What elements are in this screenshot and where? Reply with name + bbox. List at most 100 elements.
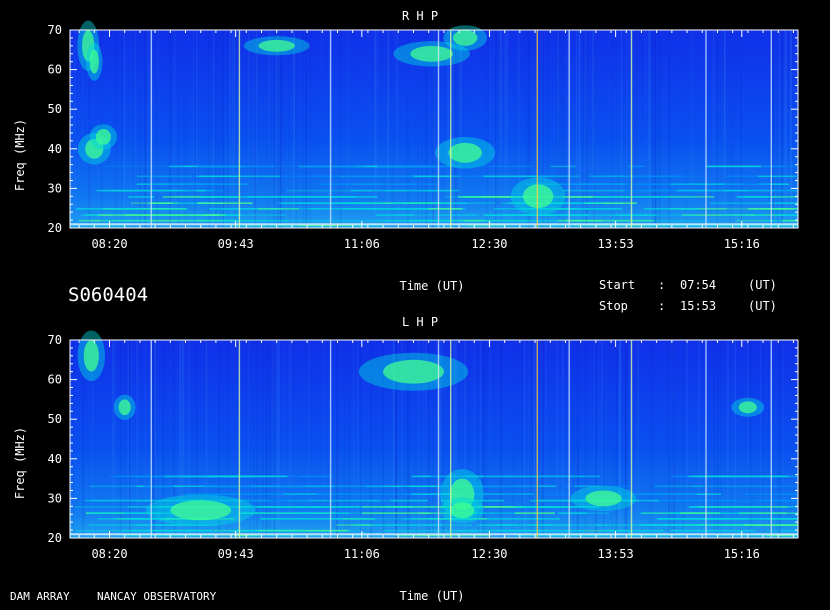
noise-streak — [626, 340, 628, 538]
y-tick-label: 30 — [48, 181, 62, 195]
noise-streak — [112, 340, 114, 538]
interference-band — [567, 224, 651, 227]
vertical-line — [568, 30, 570, 228]
noise-streak — [528, 30, 531, 228]
noise-streak — [271, 30, 273, 228]
noise-streak — [425, 30, 427, 228]
noise-streak — [610, 30, 613, 228]
interference-band — [488, 512, 520, 514]
noise-streak — [274, 340, 276, 538]
interference-band — [748, 208, 793, 210]
interference-band — [419, 475, 508, 478]
interference-band — [358, 518, 407, 520]
interference-band — [759, 512, 798, 514]
stop-label: Stop — [599, 299, 628, 313]
noise-streak — [215, 30, 217, 228]
interference-band — [354, 493, 441, 495]
noise-streak — [468, 340, 470, 538]
interference-band — [102, 165, 185, 168]
noise-streak — [500, 30, 502, 228]
interference-band — [136, 485, 237, 488]
interference-band — [458, 196, 532, 198]
interference-band — [175, 219, 230, 222]
noise-streak — [248, 30, 250, 228]
interference-band — [720, 214, 765, 216]
noise-streak — [609, 30, 611, 228]
interference-band — [670, 529, 755, 532]
noise-streak — [367, 30, 369, 228]
noise-streak — [289, 340, 292, 538]
interference-band — [204, 499, 310, 502]
noise-streak — [592, 30, 595, 228]
interference-band — [378, 219, 451, 222]
noise-streak — [227, 340, 229, 538]
interference-band — [610, 214, 696, 216]
noise-streak — [777, 30, 779, 228]
interference-band — [128, 196, 155, 198]
x-tick-label: 15:16 — [724, 547, 760, 561]
noise-streak — [422, 340, 425, 538]
interference-band — [638, 524, 683, 526]
noise-streak — [529, 340, 532, 538]
vertical-line — [150, 30, 152, 228]
interference-band — [126, 534, 213, 537]
noise-streak — [452, 340, 454, 538]
noise-streak — [651, 340, 653, 538]
interference-band — [292, 534, 330, 537]
interference-band — [299, 224, 340, 227]
interference-band — [401, 534, 492, 537]
noise-streak — [578, 30, 581, 228]
interference-band — [257, 529, 347, 532]
vertical-line — [437, 340, 440, 538]
noise-streak — [748, 340, 751, 538]
noise-streak — [458, 30, 461, 228]
noise-streak — [131, 340, 133, 538]
interference-band — [350, 189, 410, 192]
interference-band — [472, 202, 496, 204]
interference-band — [301, 512, 350, 514]
interference-band — [88, 512, 160, 514]
noise-streak — [559, 30, 561, 228]
interference-band — [774, 189, 798, 192]
interference-band — [681, 189, 785, 192]
interference-band — [165, 475, 234, 478]
noise-streak — [447, 30, 449, 228]
noise-streak — [270, 30, 271, 228]
interference-band — [92, 499, 155, 502]
noise-streak — [255, 30, 258, 228]
noise-streak — [734, 340, 736, 538]
noise-streak — [763, 340, 764, 538]
interference-band — [441, 485, 537, 488]
interference-band — [121, 529, 201, 532]
noise-streak — [584, 30, 587, 228]
vertical-line — [770, 30, 772, 228]
interference-band — [396, 183, 438, 185]
noise-streak — [768, 30, 771, 228]
interference-band — [425, 208, 463, 210]
noise-streak — [740, 30, 742, 228]
interference-band — [726, 175, 759, 178]
noise-streak — [594, 340, 596, 538]
noise-streak — [82, 30, 84, 228]
interference-band — [280, 202, 363, 204]
interference-band — [528, 196, 631, 198]
x-tick-label: 11:06 — [344, 547, 380, 561]
noise-streak — [115, 30, 118, 228]
interference-band — [75, 506, 130, 508]
interference-band — [670, 183, 725, 185]
noise-streak — [598, 340, 600, 538]
x-tick-label: 12:30 — [471, 547, 507, 561]
spectrogram-background — [70, 30, 798, 228]
noise-streak — [460, 30, 462, 228]
noise-streak — [154, 340, 156, 538]
interference-band — [112, 219, 207, 222]
noise-streak — [732, 30, 734, 228]
interference-band — [545, 524, 607, 526]
interference-band — [338, 202, 381, 204]
noise-streak — [673, 340, 674, 538]
noise-streak — [276, 30, 279, 228]
interference-band — [260, 518, 342, 520]
interference-band — [123, 518, 151, 520]
noise-streak — [584, 340, 587, 538]
